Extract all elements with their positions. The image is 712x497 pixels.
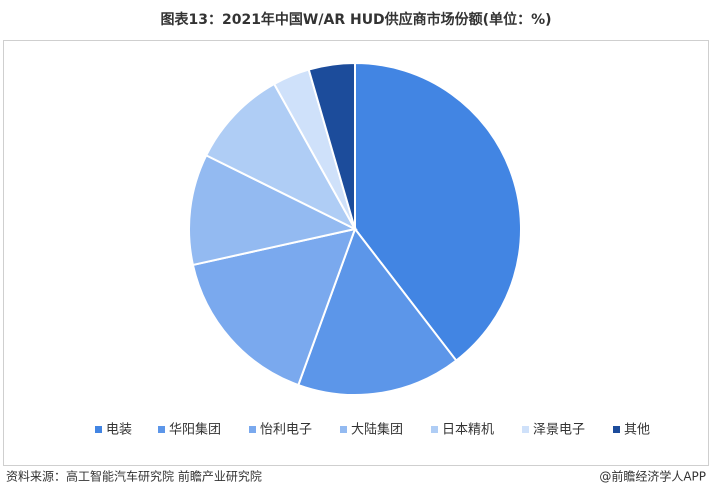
pie-slice bbox=[204, 82, 358, 232]
legend-swatch bbox=[158, 426, 165, 433]
legend-label: 华阳集团 bbox=[169, 422, 221, 438]
legend-swatch bbox=[340, 426, 347, 433]
pie-slice bbox=[307, 61, 356, 230]
legend-swatch bbox=[249, 426, 256, 433]
pie-slice bbox=[188, 153, 358, 267]
legend-swatch bbox=[431, 426, 438, 433]
legend-swatch bbox=[522, 426, 529, 433]
legend-label: 怡利电子 bbox=[260, 423, 312, 438]
pie-slice bbox=[297, 226, 458, 396]
source-note: 资料来源：高工智能汽车研究院 前瞻产业研究院 bbox=[6, 469, 262, 484]
legend-label: 大陆集团 bbox=[351, 422, 403, 438]
legend-label: 日本精机 bbox=[442, 423, 494, 438]
chart-title: 图表13：2021年中国W/AR HUD供应商市场份额(单位：%) bbox=[160, 11, 551, 28]
chart-frame bbox=[3, 40, 709, 466]
legend-swatch bbox=[95, 426, 102, 433]
pie-slice bbox=[191, 227, 357, 387]
credit: @前瞻经济学人APP bbox=[599, 469, 706, 484]
legend-swatch bbox=[613, 426, 620, 433]
legend-label: 其他 bbox=[624, 423, 650, 438]
legend-label: 泽景电子 bbox=[533, 423, 585, 438]
pie-slice bbox=[354, 61, 522, 362]
legend-label: 电装 bbox=[106, 423, 132, 438]
